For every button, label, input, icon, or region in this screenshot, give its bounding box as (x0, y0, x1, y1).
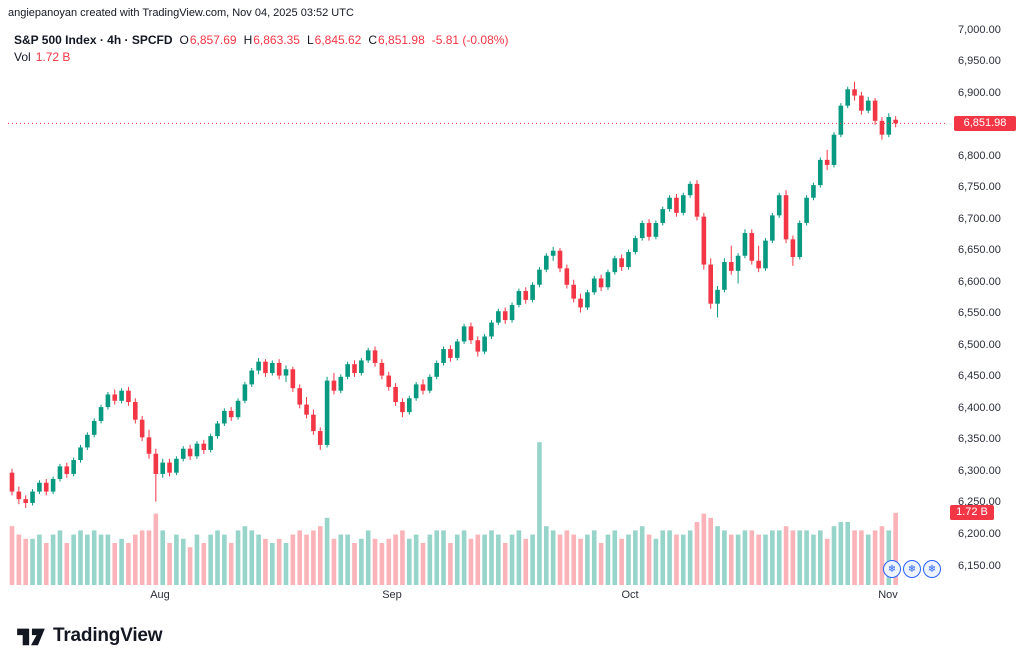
attribution-text: angiepanoyan created with TradingView.co… (8, 7, 354, 19)
tradingview-logo-icon (17, 628, 45, 646)
last-volume-tag: 1.72 B (950, 505, 994, 521)
close-label: C (368, 33, 378, 47)
open-number: 6,857.69 (189, 33, 237, 47)
high-value: H 6,863.35 (244, 33, 300, 47)
volume-number: 1.72 B (35, 50, 71, 64)
price-axis-label: 6,200.00 (958, 527, 1001, 540)
volume-legend[interactable]: Vol 1.72 B (14, 50, 70, 64)
price-axis-label: 6,900.00 (958, 86, 1001, 99)
time-axis-label: Oct (621, 589, 639, 601)
high-label: H (243, 33, 253, 47)
price-axis-label: 6,700.00 (958, 212, 1001, 225)
price-axis-label: 6,800.00 (958, 149, 1001, 162)
symbol-title: S&P 500 Index · 4h · SPCFD (14, 33, 173, 47)
symbol-legend[interactable]: S&P 500 Index · 4h · SPCFD O 6,857.69 H 6,… (14, 33, 508, 47)
price-axis-label: 6,550.00 (958, 307, 1001, 320)
price-axis-label: 6,750.00 (958, 181, 1001, 194)
price-axis-label: 6,150.00 (958, 559, 1001, 572)
change-value: -5.81 (-0.08%) (431, 33, 509, 47)
low-number: 6,845.62 (314, 33, 362, 47)
price-axis-label: 6,400.00 (958, 401, 1001, 414)
price-axis-label: 6,500.00 (958, 338, 1001, 351)
high-number: 6,863.35 (253, 33, 300, 47)
price-axis-label: 6,300.00 (958, 464, 1001, 477)
price-axis-label: 6,950.00 (958, 55, 1001, 68)
price-axis-label: 6,350.00 (958, 433, 1001, 446)
low-value: L 6,845.62 (307, 33, 361, 47)
open-label: O (179, 33, 189, 47)
event-sticker-icon[interactable]: ❄ (923, 560, 941, 578)
close-number: 6,851.98 (378, 33, 425, 47)
tradingview-branding[interactable]: TradingView (16, 624, 163, 648)
price-axis-label: 6,600.00 (958, 275, 1001, 288)
event-sticker-icon[interactable]: ❄ (883, 560, 901, 578)
close-value: C 6,851.98 (368, 33, 424, 47)
last-price-tag: 6,851.98 (954, 115, 1016, 131)
price-axis-label: 6,450.00 (958, 370, 1001, 383)
event-sticker-icon[interactable]: ❄ (903, 560, 921, 578)
time-axis-label: Sep (382, 589, 402, 601)
price-axis-label: 6,650.00 (958, 244, 1001, 257)
volume-label: Vol (14, 50, 31, 64)
event-markers[interactable]: ❄ ❄ ❄ (883, 560, 941, 578)
time-axis-label: Aug (150, 589, 170, 601)
open-value: O 6,857.69 (180, 33, 237, 47)
low-label: L (306, 33, 314, 47)
time-axis-label: Nov (878, 589, 898, 601)
price-axis-label: 7,000.00 (958, 23, 1001, 36)
tradingview-wordmark: TradingView (53, 625, 163, 646)
